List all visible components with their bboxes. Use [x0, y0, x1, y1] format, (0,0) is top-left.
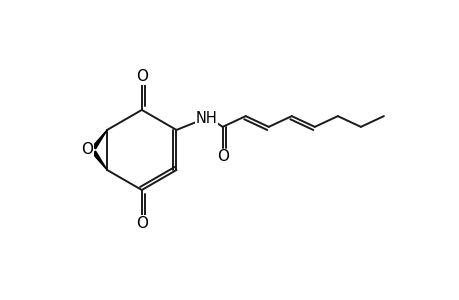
Text: O: O: [216, 149, 228, 164]
Polygon shape: [92, 130, 107, 149]
Text: O: O: [135, 69, 147, 84]
Text: O: O: [81, 142, 93, 158]
Text: NH: NH: [195, 111, 217, 126]
Polygon shape: [92, 151, 107, 170]
Text: O: O: [135, 216, 147, 231]
